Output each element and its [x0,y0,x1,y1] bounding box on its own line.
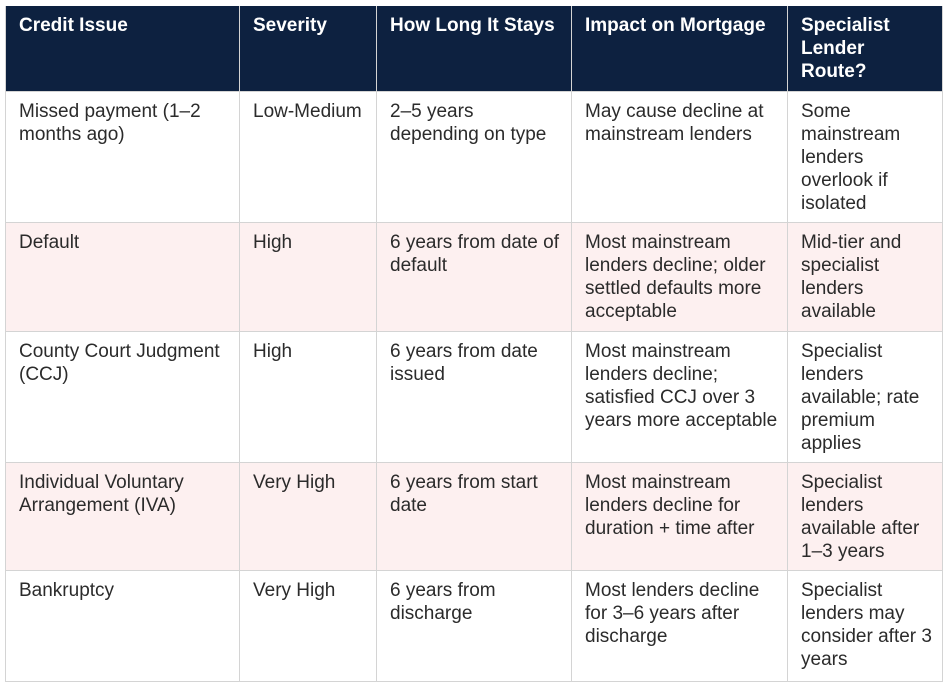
cell-severity: High [239,221,377,332]
table-row: Individual Voluntary Arrangement (IVA) V… [5,461,943,571]
cell-severity: High [239,330,377,463]
cell-impact: Most mainstream lenders decline for dura… [571,461,788,571]
cell-credit-issue: Missed payment (1–2 months ago) [5,90,240,223]
cell-specialist-route: Specialist lenders available; rate premi… [787,330,943,463]
cell-impact: May cause decline at mainstream lenders [571,90,788,223]
header-row: Credit Issue Severity How Long It Stays … [5,6,943,91]
table-body: Missed payment (1–2 months ago) Low-Medi… [5,90,943,682]
cell-how-long: 6 years from start date [376,461,572,571]
cell-specialist-route: Specialist lenders available after 1–3 y… [787,461,943,571]
cell-specialist-route: Some mainstream lenders overlook if isol… [787,90,943,223]
header-impact: Impact on Mortgage [571,6,788,91]
cell-severity: Very High [239,461,377,571]
cell-credit-issue: Bankruptcy [5,569,240,682]
cell-specialist-route: Specialist lenders may consider after 3 … [787,569,943,682]
cell-severity: Low-Medium [239,90,377,223]
credit-issues-table: Credit Issue Severity How Long It Stays … [5,6,943,682]
cell-credit-issue: Default [5,221,240,332]
cell-how-long: 6 years from discharge [376,569,572,682]
header-specialist-route: Specialist Lender Route? [787,6,943,91]
cell-credit-issue: Individual Voluntary Arrangement (IVA) [5,461,240,571]
table-row: Default High 6 years from date of defaul… [5,221,943,332]
cell-credit-issue: County Court Judgment (CCJ) [5,330,240,463]
cell-specialist-route: Mid-tier and specialist lenders availabl… [787,221,943,332]
cell-impact: Most mainstream lenders decline; older s… [571,221,788,332]
header-credit-issue: Credit Issue [5,6,240,91]
cell-how-long: 6 years from date of default [376,221,572,332]
cell-severity: Very High [239,569,377,682]
header-how-long: How Long It Stays [376,6,572,91]
cell-impact: Most lenders decline for 3–6 years after… [571,569,788,682]
table-row: County Court Judgment (CCJ) High 6 years… [5,330,943,463]
cell-how-long: 2–5 years depending on type [376,90,572,223]
table-row: Missed payment (1–2 months ago) Low-Medi… [5,90,943,223]
header-severity: Severity [239,6,377,91]
cell-how-long: 6 years from date issued [376,330,572,463]
table-row: Bankruptcy Very High 6 years from discha… [5,569,943,682]
cell-impact: Most mainstream lenders decline; satisfi… [571,330,788,463]
table-header: Credit Issue Severity How Long It Stays … [5,6,943,91]
